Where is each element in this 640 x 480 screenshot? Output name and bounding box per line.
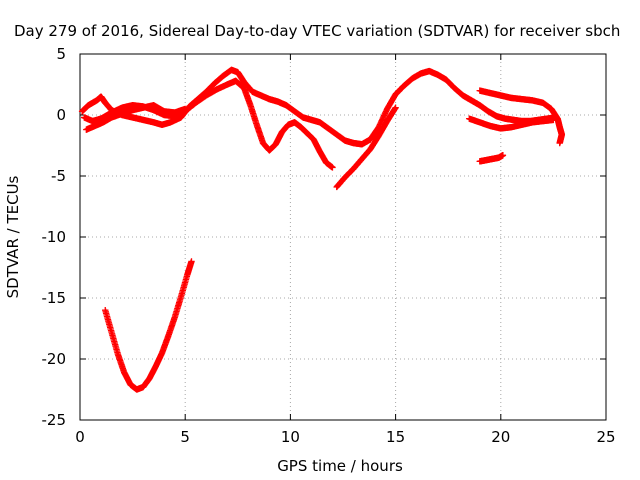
y-tick-label: 5 xyxy=(56,45,66,63)
data-point xyxy=(556,139,563,147)
axis-ticks xyxy=(79,53,607,421)
data-point xyxy=(392,104,399,111)
x-tick-label: 20 xyxy=(491,428,510,446)
y-tick-label: -5 xyxy=(51,167,66,185)
data-point xyxy=(329,164,336,171)
x-tick-label: 0 xyxy=(75,428,85,446)
y-tick-label: -10 xyxy=(42,228,67,246)
data-point xyxy=(499,152,507,159)
x-axis-label: GPS time / hours xyxy=(277,457,403,475)
x-tick-label: 25 xyxy=(596,428,615,446)
chart-title: Day 279 of 2016, Sidereal Day-to-day VTE… xyxy=(14,22,620,40)
y-tick-label: 0 xyxy=(56,106,66,124)
x-tick-labels: 0 5 10 15 20 25 xyxy=(75,428,615,446)
y-axis-label: SDTVAR / TECUs xyxy=(4,175,22,298)
x-tick-label: 5 xyxy=(180,428,190,446)
x-tick-label: 15 xyxy=(386,428,405,446)
data-point xyxy=(550,116,557,124)
y-tick-label: -20 xyxy=(42,350,67,368)
data-points xyxy=(78,66,566,393)
y-tick-labels: 5 0 -5 -10 -15 -20 -25 xyxy=(42,45,67,429)
y-tick-label: -25 xyxy=(42,411,67,429)
data-point xyxy=(182,105,189,113)
data-point xyxy=(188,258,195,265)
x-tick-label: 10 xyxy=(281,428,300,446)
y-tick-label: -15 xyxy=(42,289,67,307)
